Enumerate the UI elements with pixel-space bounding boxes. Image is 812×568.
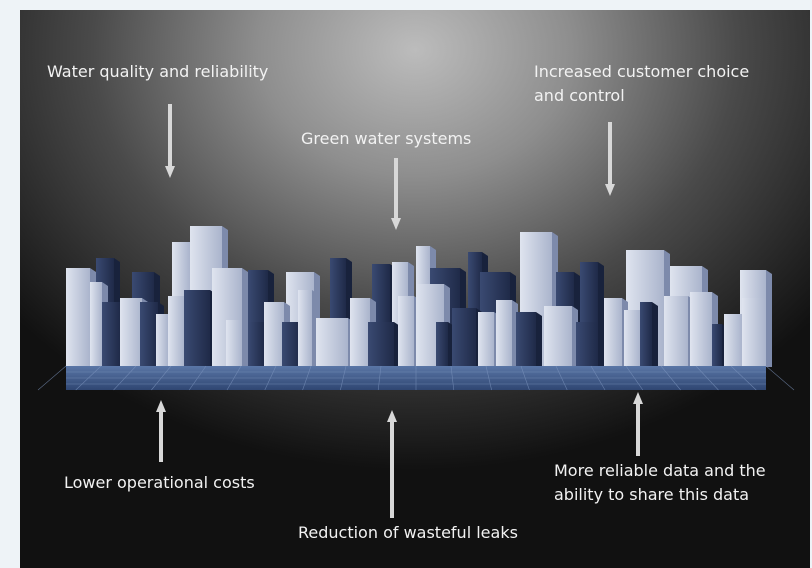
label-customer-choice-line2: and control bbox=[534, 86, 625, 105]
grid-floor bbox=[37, 365, 795, 391]
label-reliable-data-line1: More reliable data and the bbox=[554, 461, 766, 480]
label-customer-choice: Increased customer choice and control bbox=[534, 60, 749, 108]
label-reduction-leaks: Reduction of wasteful leaks bbox=[298, 523, 518, 542]
arrow-up-icon bbox=[387, 410, 397, 518]
label-water-quality: Water quality and reliability bbox=[47, 62, 269, 81]
city-skyline-illustration bbox=[37, 226, 795, 391]
label-reliable-data: More reliable data and the ability to sh… bbox=[554, 459, 766, 507]
arrow-down-icon bbox=[605, 122, 615, 196]
arrow-up-icon bbox=[633, 392, 643, 456]
slide-background: Water quality and reliability Green wate… bbox=[20, 10, 810, 568]
arrow-up-icon bbox=[156, 400, 166, 462]
buildings-front-row bbox=[66, 268, 772, 367]
arrow-down-icon bbox=[391, 158, 401, 230]
label-reliable-data-line2: ability to share this data bbox=[554, 485, 750, 504]
label-lower-costs: Lower operational costs bbox=[64, 473, 255, 492]
label-green-water-systems: Green water systems bbox=[301, 129, 472, 148]
label-customer-choice-line1: Increased customer choice bbox=[534, 62, 750, 81]
arrow-down-icon bbox=[165, 104, 175, 178]
